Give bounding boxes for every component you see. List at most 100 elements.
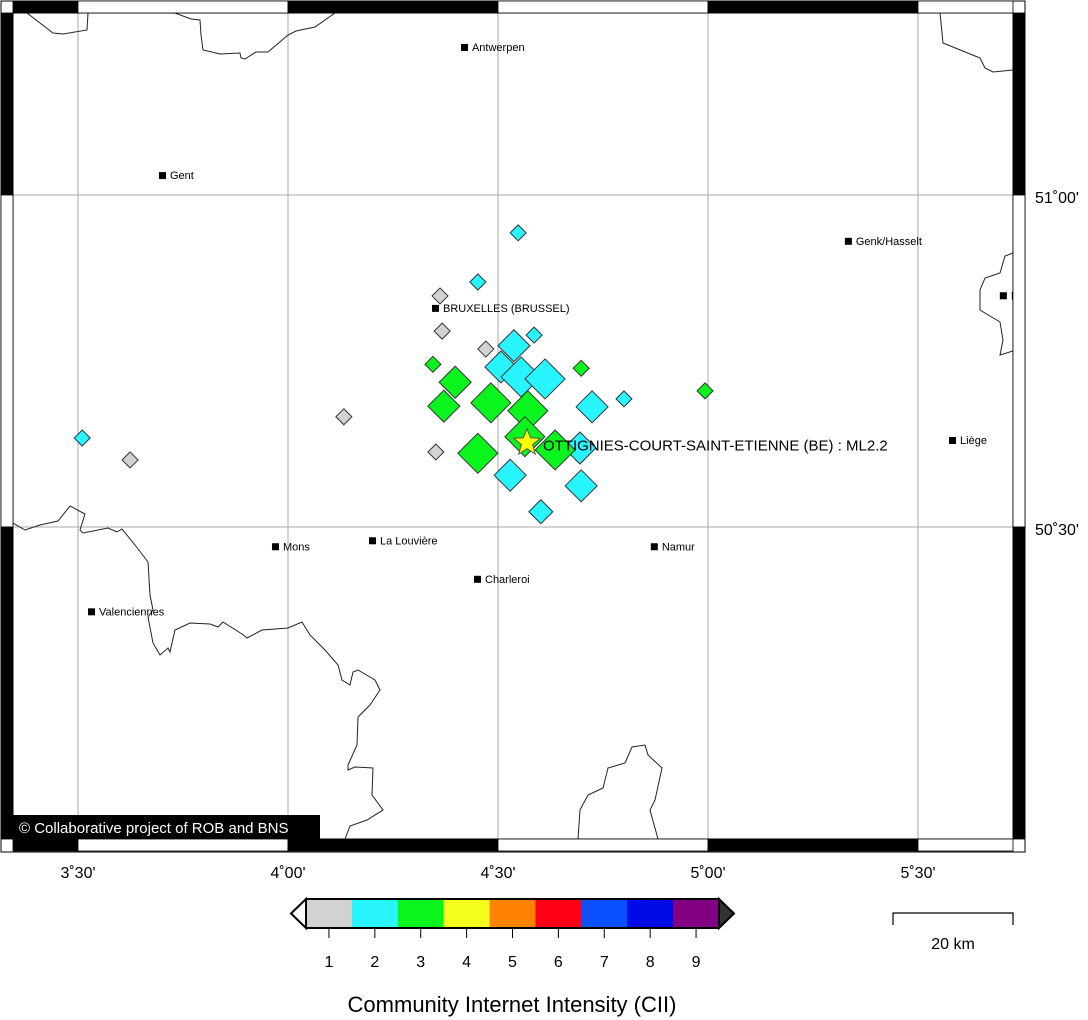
colorbar-swatch [397, 899, 445, 928]
frame-segment [77, 838, 289, 852]
border-fr-be [13, 505, 384, 839]
city-marker-icon [999, 292, 1007, 300]
intensity-report-diamond[interactable] [572, 359, 590, 378]
copyright-box: © Collaborative project of ROB and BNS [13, 815, 320, 839]
intensity-report-diamond[interactable] [427, 443, 445, 461]
country-borders [13, 13, 1013, 839]
intensity-report-diamond[interactable] [427, 389, 461, 423]
colorbar-swatch [306, 899, 353, 928]
city-marker-icon [844, 237, 852, 245]
frame-segment [12, 0, 79, 14]
city-marker-icon [460, 43, 468, 51]
colorbar-tick-label: 6 [554, 954, 563, 971]
scale-bar [892, 912, 1014, 925]
city-label: BRUXELLES (BRUSSEL) [443, 303, 570, 315]
colorbar-tick-label: 3 [416, 954, 425, 971]
intensity-report-diamond[interactable] [335, 408, 353, 426]
colorbar-swatch [627, 899, 674, 928]
colorbar-title: Community Internet Intensity (CII) [348, 992, 677, 1017]
frame-segment [707, 0, 919, 14]
colorbar-tick-label: 1 [324, 954, 333, 971]
intensity-report-diamond[interactable] [469, 273, 487, 291]
frame-segment [287, 0, 499, 14]
city-marker-icon [88, 608, 96, 616]
frame-segment [1012, 12, 1026, 196]
intensity-report-diamond[interactable] [470, 382, 512, 424]
intensity-report-diamond[interactable] [477, 340, 495, 358]
longitude-label: 3˚30' [60, 865, 95, 882]
intensity-report-diamond[interactable] [528, 499, 554, 525]
intensity-report-diamond[interactable] [534, 429, 576, 471]
border-fr-be-south [577, 744, 663, 839]
city-marker-icon [474, 575, 481, 583]
frame-segment [77, 0, 289, 14]
colorbar-above-triangle [718, 896, 736, 931]
intensity-report-diamond[interactable] [615, 390, 633, 408]
city-label: Gent [170, 170, 194, 182]
graticule [13, 13, 1013, 839]
colorbar: 1 2 3 4 5 6 7 8 9 [289, 896, 736, 971]
colorbar-tick-label: 2 [370, 954, 379, 971]
city-marker-icon [650, 543, 658, 551]
intensity-report-diamond[interactable] [525, 326, 543, 344]
intensity-report-diamond[interactable] [438, 365, 472, 399]
longitude-label: 5˚00' [690, 865, 725, 882]
longitude-label: 5˚30' [900, 865, 935, 882]
colorbar-tick-label: 9 [692, 954, 701, 971]
intensity-report-diamond[interactable] [121, 451, 139, 469]
scale-bar-label: 20 km [931, 936, 975, 953]
intensity-report-diamond[interactable] [457, 432, 499, 475]
longitude-label: 4˚00' [270, 865, 305, 882]
epicenter-star-icon[interactable] [512, 427, 542, 456]
city-marker-icon [369, 537, 376, 545]
intensity-report-diamond[interactable] [493, 458, 527, 492]
city-label: Mons [283, 541, 310, 553]
intensity-report-diamond[interactable] [73, 429, 91, 447]
colorbar-tick-label: 5 [508, 954, 517, 971]
axis-labels: 3˚30' 4˚00' 4˚30' 5˚00' 5˚30' 51˚00' 50˚30' [60, 190, 1079, 882]
city-label: Valenciennes [99, 606, 165, 618]
latitude-label: 50˚30' [1035, 522, 1079, 539]
colorbar-below-triangle [289, 896, 307, 931]
frame-segment [497, 0, 709, 14]
latitude-label: 51˚00' [1035, 190, 1079, 207]
colorbar-swatch [443, 899, 491, 928]
frame-segment [1012, 194, 1026, 528]
intensity-report-diamond[interactable] [431, 287, 449, 305]
border-nl-be-west [26, 13, 89, 35]
longitude-label: 4˚30' [480, 865, 515, 882]
intensity-report-diamond[interactable] [575, 390, 609, 424]
copyright-text: © Collaborative project of ROB and BNS [19, 820, 289, 837]
colorbar-swatch [489, 899, 536, 928]
city-label: Maastricht [1011, 290, 1062, 302]
frame-segment [0, 194, 14, 528]
frame-segment [0, 12, 14, 196]
intensity-report-diamond[interactable] [424, 355, 442, 374]
colorbar-tick-label: 8 [646, 954, 655, 971]
intensity-report-diamond[interactable] [524, 358, 566, 400]
colorbar-swatch [535, 899, 582, 928]
city-marker-icon [159, 172, 166, 180]
intensity-report-diamond[interactable] [433, 322, 451, 340]
city-label: La Louvière [380, 535, 438, 547]
city-label: Namur [662, 541, 695, 553]
city-markers: Antwerpen Gent Genk/Hasselt BRUXELLES (BRUS… [88, 42, 1062, 618]
intensity-reports [73, 224, 714, 525]
epicenter[interactable]: OTTIGNIES-COURT-SAINT-ETIENNE (BE) : ML2… [512, 427, 888, 456]
intensity-report-diamond[interactable] [497, 329, 531, 363]
map-frame [0, 0, 1026, 853]
intensity-report-diamond[interactable] [563, 431, 597, 465]
frame-segment [497, 838, 709, 852]
city-marker-icon [949, 437, 957, 445]
frame-segment [917, 0, 1014, 14]
intensity-report-diamond[interactable] [696, 382, 714, 400]
intensity-report-diamond[interactable] [509, 224, 527, 242]
frame-segment [287, 838, 499, 852]
intensity-report-diamond[interactable] [564, 469, 598, 503]
city-label: Liège [960, 435, 987, 447]
frame-segment [707, 838, 919, 852]
frame-segment [0, 526, 14, 840]
colorbar-tick-label: 4 [462, 954, 471, 971]
city-label: Genk/Hasselt [856, 236, 922, 248]
